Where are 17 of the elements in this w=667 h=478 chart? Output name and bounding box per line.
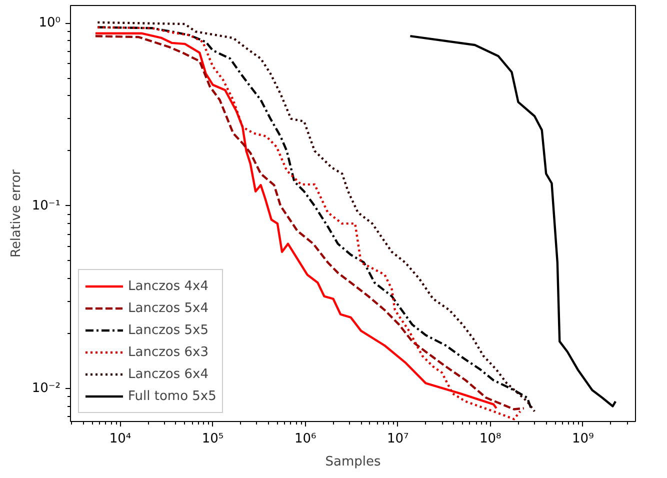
legend-label: Full tomo 5x5 xyxy=(128,388,216,404)
legend-label: Lanczos 4x4 xyxy=(128,278,209,294)
x-tick-label: 10⁵ xyxy=(202,432,224,446)
legend-label: Lanczos 6x4 xyxy=(128,366,209,382)
x-tick-label: 10⁸ xyxy=(480,432,502,446)
x-tick-label: 10⁶ xyxy=(294,432,316,446)
legend-label: Lanczos 6x3 xyxy=(128,344,209,360)
x-tick-label: 10⁴ xyxy=(109,432,132,446)
y-tick-label: 10⁻² xyxy=(32,381,61,396)
x-axis-title: Samples xyxy=(325,454,381,470)
legend-label: Lanczos 5x4 xyxy=(128,300,209,316)
x-tick-label: 10⁷ xyxy=(386,432,409,446)
x-tick-label: 10⁹ xyxy=(572,432,594,446)
y-axis-title: Relative error xyxy=(8,168,24,258)
y-tick-label: 10⁰ xyxy=(38,16,61,31)
y-tick-label: 10⁻¹ xyxy=(32,198,61,214)
legend-label: Lanczos 5x5 xyxy=(128,322,209,338)
